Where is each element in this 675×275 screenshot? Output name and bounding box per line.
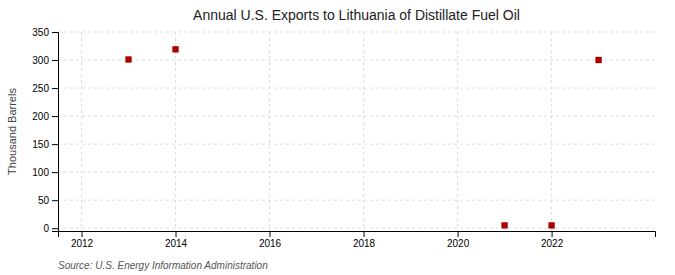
point bbox=[125, 56, 131, 62]
tick-mark bbox=[82, 231, 83, 237]
grid-line bbox=[58, 228, 655, 229]
grid-line bbox=[363, 32, 364, 231]
tick-mark bbox=[364, 231, 365, 237]
point bbox=[172, 46, 178, 52]
tick-label: 50 bbox=[38, 195, 50, 206]
x-axis: 2012 2014 2016 2018 2020 2022 bbox=[59, 231, 656, 249]
tick-label: 2014 bbox=[165, 238, 188, 249]
grid-line bbox=[175, 32, 176, 231]
point bbox=[548, 222, 554, 228]
grid-line bbox=[58, 172, 655, 173]
tick-mark bbox=[52, 172, 58, 173]
tick: 2022 bbox=[541, 231, 564, 249]
tick-mark bbox=[458, 231, 459, 237]
tick-mark bbox=[52, 144, 58, 145]
grid-line bbox=[58, 88, 655, 89]
point bbox=[595, 57, 601, 63]
tick-mark bbox=[52, 200, 58, 201]
y-axis-label: Thousand Barrels bbox=[6, 88, 18, 175]
tick: 350 bbox=[32, 27, 58, 38]
tick: 200 bbox=[32, 111, 58, 122]
points bbox=[125, 46, 601, 228]
tick-mark bbox=[52, 32, 58, 33]
tick-mark bbox=[52, 228, 58, 229]
tick: 150 bbox=[32, 139, 58, 150]
grid-line bbox=[58, 32, 655, 33]
axis-line bbox=[52, 33, 59, 232]
title: Annual U.S. Exports to Lithuania of Dist… bbox=[193, 7, 520, 23]
tick-mark bbox=[52, 116, 58, 117]
tick: 2020 bbox=[447, 231, 470, 249]
grid-line bbox=[58, 200, 655, 201]
tick-mark bbox=[52, 60, 58, 61]
plot-area: 2012 2014 2016 2018 2020 2022 0 50 100 150 200 250 3… bbox=[32, 27, 655, 249]
grid-line bbox=[269, 32, 270, 231]
tick-label: 2022 bbox=[541, 238, 564, 249]
tick-label: 0 bbox=[43, 223, 49, 234]
tick-mark bbox=[176, 231, 177, 237]
grid bbox=[58, 32, 655, 231]
tick-mark bbox=[270, 231, 271, 237]
tick: 300 bbox=[32, 55, 58, 66]
grid-line bbox=[58, 116, 655, 117]
tick: 2016 bbox=[259, 231, 282, 249]
grid-line bbox=[551, 32, 552, 231]
point bbox=[501, 222, 507, 228]
grid-line bbox=[58, 60, 655, 61]
tick-label: 200 bbox=[32, 111, 49, 122]
tick-label: 2012 bbox=[71, 238, 94, 249]
tick: 2014 bbox=[165, 231, 188, 249]
tick: 2012 bbox=[71, 231, 94, 249]
tick-mark bbox=[552, 231, 553, 237]
tick-label: 150 bbox=[32, 139, 49, 150]
tick: 250 bbox=[32, 83, 58, 94]
tick: 50 bbox=[38, 195, 58, 206]
tick-label: 100 bbox=[32, 167, 49, 178]
tick-label: 2018 bbox=[353, 238, 376, 249]
tick-mark bbox=[52, 88, 58, 89]
tick-label: 250 bbox=[32, 83, 49, 94]
grid-line bbox=[58, 144, 655, 145]
grid-line bbox=[457, 32, 458, 231]
tick: 0 bbox=[43, 223, 58, 234]
source-note: Source: U.S. Energy Information Administ… bbox=[58, 260, 268, 271]
y-axis: 0 50 100 150 200 250 300 350 bbox=[32, 27, 58, 234]
tick-label: 2020 bbox=[447, 238, 470, 249]
tick: 100 bbox=[32, 167, 58, 178]
grid-line bbox=[81, 32, 82, 231]
tick: 2018 bbox=[353, 231, 376, 249]
chart: 2012 2014 2016 2018 2020 2022 0 50 100 150 200 250 3… bbox=[0, 0, 675, 275]
tick-label: 350 bbox=[32, 27, 49, 38]
tick-label: 2016 bbox=[259, 238, 282, 249]
axis-line bbox=[59, 232, 656, 238]
tick-label: 300 bbox=[32, 55, 49, 66]
